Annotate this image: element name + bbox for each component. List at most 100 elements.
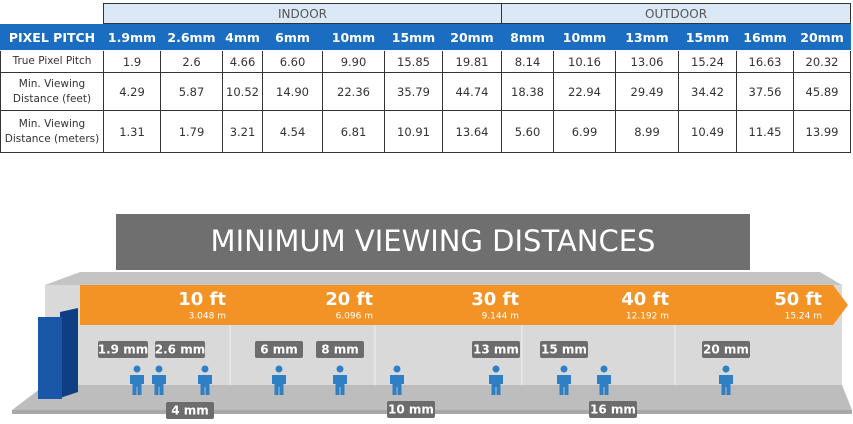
person-body	[152, 375, 166, 395]
value-cell: 4.54	[262, 110, 323, 153]
value-cell: 11.45	[736, 110, 794, 153]
person-body	[390, 375, 404, 395]
distance-feet: 20 ft	[325, 289, 373, 310]
value-cell: 9.90	[322, 50, 385, 73]
person-icon	[597, 365, 611, 395]
header-cell: 10mm	[322, 23, 385, 51]
table-row: Min. Viewing Distance (feet) 4.29 5.87 10.5…	[0, 72, 852, 111]
value-cell: 6.60	[262, 50, 323, 73]
person-head	[336, 365, 344, 373]
value-cell: 10.16	[553, 50, 616, 73]
value-cell: 29.49	[615, 72, 679, 111]
person-head	[393, 365, 401, 373]
pitch-label: 16 mm	[590, 403, 636, 417]
table-row: True Pixel Pitch 1.9 2.6 4.66 6.60 9.90 15.85 1…	[0, 50, 852, 73]
screen	[38, 317, 62, 399]
header-cell: PIXEL PITCH	[0, 23, 104, 51]
person-body	[198, 375, 212, 395]
screen-side	[60, 308, 78, 398]
row-label: Min. Viewing Distance (feet)	[0, 72, 104, 111]
pitch-label: 13 mm	[473, 343, 519, 357]
value-cell: 44.74	[442, 72, 502, 111]
distance-meters: 3.048 m	[189, 312, 226, 322]
person-body	[130, 375, 144, 395]
pitch-label-box	[387, 401, 435, 418]
person-head	[722, 365, 730, 373]
value-cell: 1.9	[103, 50, 161, 73]
value-cell: 6.99	[553, 110, 616, 153]
value-cell: 4.66	[222, 50, 263, 73]
pitch-label: 1.9 mm	[98, 343, 148, 357]
pitch-label: 10 mm	[388, 403, 434, 417]
group-cell: OUTDOOR	[500, 3, 852, 24]
distance-meters: 15.24 m	[785, 312, 822, 322]
distance-meters: 9.144 m	[482, 312, 519, 322]
distance-meters: 6.096 m	[336, 312, 373, 322]
pitch-label-box	[589, 401, 637, 418]
header-cell: 20mm	[792, 23, 852, 51]
value-cell: 1.31	[103, 110, 161, 153]
distance-feet: 30 ft	[471, 289, 519, 310]
value-cell: 13.99	[792, 110, 852, 153]
person-body	[489, 375, 503, 395]
person-icon	[130, 365, 144, 395]
value-cell: 10.52	[222, 72, 263, 111]
person-icon	[152, 365, 166, 395]
value-cell: 37.56	[736, 72, 794, 111]
value-cell: 4.29	[103, 72, 161, 111]
distance-band	[80, 285, 848, 325]
value-cell: 13.06	[615, 50, 679, 73]
person-icon	[557, 365, 571, 395]
value-cell: 20.32	[792, 50, 852, 73]
floor	[12, 385, 852, 410]
value-cell: 14.90	[262, 72, 323, 111]
group-row: INDOOR OUTDOOR	[0, 3, 852, 24]
distance-feet: 40 ft	[621, 289, 669, 310]
row-label: True Pixel Pitch	[0, 50, 104, 73]
pitch-label: 8 mm	[321, 343, 359, 357]
pitch-label-box	[316, 341, 364, 358]
value-cell: 45.89	[792, 72, 852, 111]
diagram-title: MINIMUM VIEWING DISTANCES	[211, 224, 656, 258]
person-body	[557, 375, 571, 395]
value-cell: 22.36	[322, 72, 385, 111]
person-head	[600, 365, 608, 373]
header-cell: 15mm	[678, 23, 737, 51]
value-cell: 15.85	[384, 50, 443, 73]
pitch-label: 15 mm	[541, 343, 587, 357]
value-cell: 5.60	[501, 110, 554, 153]
value-cell: 15.24	[678, 50, 737, 73]
person-icon	[272, 365, 286, 395]
value-cell: 19.81	[442, 50, 502, 73]
distance-meters: 12.192 m	[626, 312, 669, 322]
group-cell: INDOOR	[103, 3, 502, 24]
person-body	[333, 375, 347, 395]
person-head	[560, 365, 568, 373]
header-cell: 8mm	[501, 23, 554, 51]
person-body	[597, 375, 611, 395]
person-icon	[719, 365, 733, 395]
value-cell: 1.79	[160, 110, 223, 153]
blank-cell	[0, 3, 104, 24]
header-cell: 1.9mm	[103, 23, 161, 51]
value-cell: 22.94	[553, 72, 616, 111]
pitch-label-box	[255, 341, 303, 358]
person-head	[133, 365, 141, 373]
header-cell: 16mm	[736, 23, 794, 51]
header-cell: 2.6mm	[160, 23, 223, 51]
header-cell: 10mm	[553, 23, 616, 51]
header-cell: 20mm	[442, 23, 502, 51]
pitch-label: 2.6 mm	[155, 343, 205, 357]
title-box	[116, 214, 750, 270]
value-cell: 10.49	[678, 110, 737, 153]
ceiling	[45, 272, 842, 285]
value-cell: 16.63	[736, 50, 794, 73]
header-cell: 4mm	[222, 23, 263, 51]
person-body	[719, 375, 733, 395]
pitch-label-box	[540, 341, 588, 358]
value-cell: 5.87	[160, 72, 223, 111]
header-cell: 6mm	[262, 23, 323, 51]
pitch-table: INDOOR OUTDOOR PIXEL PITCH 1.9mm 2.6mm 4mm 6mm…	[0, 3, 852, 153]
value-cell: 35.79	[384, 72, 443, 111]
